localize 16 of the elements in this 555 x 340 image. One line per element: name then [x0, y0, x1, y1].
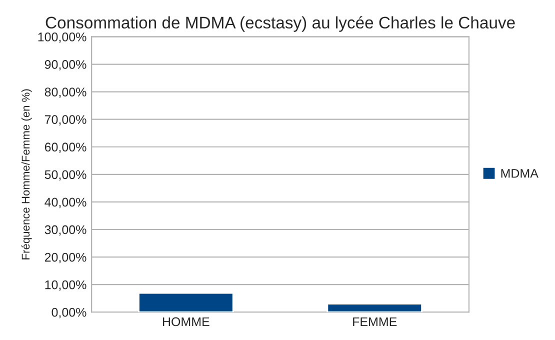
y-tick-label: 70,00% [44, 115, 86, 126]
legend-label: MDMA [501, 169, 538, 178]
y-tick-label: 30,00% [44, 225, 86, 236]
y-tick-label: 40,00% [44, 198, 86, 208]
y-tick-label: 10,00% [45, 280, 86, 291]
y-tick-label: 100,00% [38, 32, 86, 43]
x-tick-label: FEMME [353, 317, 397, 326]
y-axis-title: Fréquence Homme/Femme (en %) [21, 89, 32, 260]
y-tick-label: 0,00% [52, 308, 86, 318]
y-tick-label: 60,00% [44, 142, 86, 154]
chart-title: Consommation de MDMA (ecstasy) au lycée Charles le Chauve [46, 16, 515, 32]
y-tick-label: 20,00% [44, 252, 86, 264]
y-tick-label: 90,00% [44, 60, 86, 70]
y-tick-label: 80,00% [44, 88, 86, 98]
x-tick-label: HOMME [162, 317, 210, 326]
y-tick-label: 50,00% [44, 170, 86, 181]
